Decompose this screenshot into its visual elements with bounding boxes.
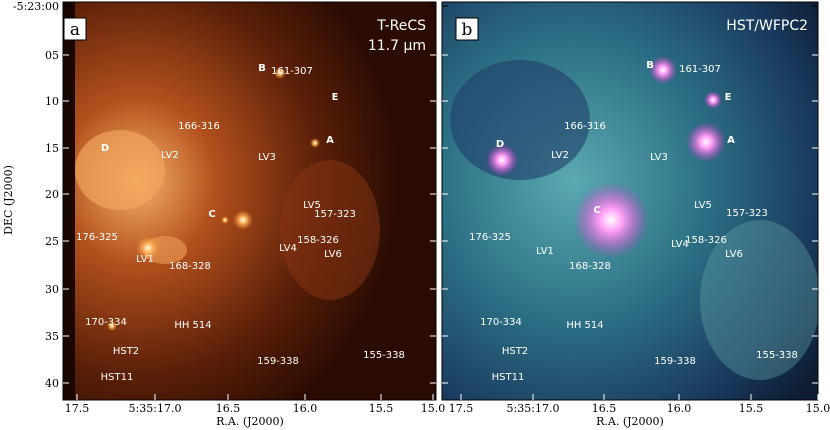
source-label: 159-338 — [654, 356, 696, 367]
x-tick-label: 16.0 — [667, 402, 692, 415]
x-tick-label: 16.5 — [216, 402, 241, 415]
source-label: 170-334 — [85, 317, 127, 328]
source-label: HH 514 — [174, 320, 211, 331]
x-tick-label: 17.5 — [65, 402, 90, 415]
x-axis-label: R.A. (J2000) — [216, 415, 284, 428]
panel-a-letter-box — [63, 17, 87, 41]
source-label: LV4 — [671, 239, 689, 250]
panel-b-letter-box — [455, 17, 479, 41]
x-tick-label: 16.0 — [293, 402, 318, 415]
x-tick-label: 15.5 — [739, 402, 764, 415]
source-label: 161-307 — [271, 66, 313, 77]
source-label: 158-326 — [297, 235, 339, 246]
source-label: LV2 — [551, 150, 569, 161]
x-tick-label: 15.0 — [421, 402, 446, 415]
source-label: A — [326, 135, 334, 146]
source-label: 168-328 — [569, 261, 611, 272]
source-label: D — [496, 139, 504, 150]
source-label: 159-338 — [257, 356, 299, 367]
y-tick-label: 10 — [45, 95, 59, 108]
panel-a-image — [63, 2, 436, 400]
y-tick-label: 30 — [45, 283, 59, 296]
source-label: E — [332, 92, 339, 103]
source-label: HST11 — [101, 372, 134, 383]
source-label: E — [725, 92, 732, 103]
x-tick-label: 17.5 — [449, 402, 474, 415]
source-label: LV1 — [136, 254, 154, 265]
source-label: 168-328 — [169, 261, 211, 272]
source-label: HST11 — [492, 372, 525, 383]
y-axis-label: DEC (J2000) — [2, 165, 15, 235]
source-label: LV6 — [324, 249, 342, 260]
source-label: LV5 — [303, 200, 321, 211]
x-tick-label: 15.5 — [369, 402, 394, 415]
panel-letter: a — [70, 20, 80, 40]
source-label: 158-326 — [685, 235, 727, 246]
wavelength: 11.7 μm — [368, 38, 426, 54]
source-label: 166-316 — [564, 121, 606, 132]
source-label: 157-323 — [314, 209, 356, 220]
y-tick-label: 15 — [45, 142, 59, 155]
source-label: HST2 — [113, 346, 139, 357]
source-label: HH 514 — [566, 320, 603, 331]
instrument: HST/WFPC2 — [726, 18, 808, 34]
source-label: D — [101, 143, 109, 154]
source-label: B — [646, 60, 654, 71]
y-tick-label: 25 — [45, 235, 59, 248]
source-label: 157-323 — [726, 208, 768, 219]
x-axis-label: R.A. (J2000) — [596, 415, 664, 428]
source-label: LV6 — [725, 249, 743, 260]
source-label: 155-338 — [363, 350, 405, 361]
y-tick-label: 35 — [45, 330, 59, 343]
source-label: 155-338 — [756, 350, 798, 361]
x-tick-label: 16.5 — [592, 402, 617, 415]
source-label: 176-325 — [76, 232, 118, 243]
y-tick-label: 40 — [45, 377, 59, 390]
source-label: LV3 — [258, 152, 276, 163]
panel-a-frame — [62, 1, 437, 401]
instrument: T-ReCS — [376, 18, 426, 34]
source-label: C — [208, 209, 215, 220]
source-label: HST2 — [502, 346, 528, 357]
source-label: LV2 — [161, 150, 179, 161]
source-label: 161-307 — [679, 64, 721, 75]
source-label: C — [593, 205, 600, 216]
source-label: LV3 — [650, 152, 668, 163]
x-tick-label: 5:35:17.0 — [507, 402, 560, 415]
source-label: 166-316 — [178, 121, 220, 132]
panel-b-frame — [441, 1, 819, 401]
source-label: LV4 — [279, 243, 297, 254]
x-tick-label: 5:35:17.0 — [129, 402, 182, 415]
source-label: B — [258, 63, 266, 74]
panel-b-image — [442, 2, 818, 400]
source-label: A — [727, 135, 735, 146]
source-label: LV1 — [536, 246, 554, 257]
panel-letter: b — [462, 20, 473, 40]
source-label: LV5 — [694, 200, 712, 211]
y-tick-label: 20 — [45, 188, 59, 201]
source-label: 176-325 — [469, 232, 511, 243]
panel-a-stars — [107, 67, 320, 331]
x-tick-label: 15.0 — [806, 402, 830, 415]
source-label: 170-334 — [480, 317, 522, 328]
y-tick-label: 05 — [45, 49, 59, 62]
y-tick-label: -5:23:00 — [13, 0, 59, 13]
